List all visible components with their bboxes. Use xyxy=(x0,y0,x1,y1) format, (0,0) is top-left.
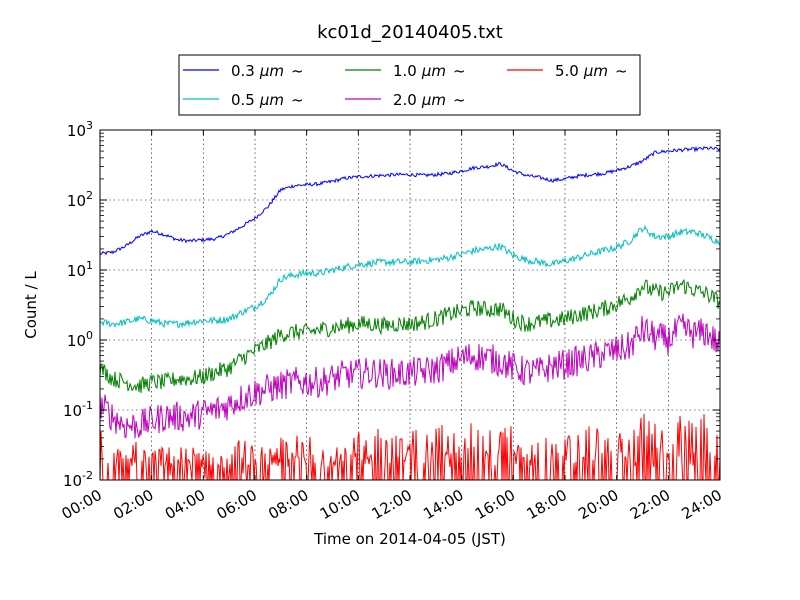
legend-entry: 2.0 μm ~ xyxy=(345,91,466,109)
legend-label: 2.0 μm ~ xyxy=(393,91,466,109)
y-tick-label: 102 xyxy=(67,189,93,210)
series-line-0-3um xyxy=(100,145,720,256)
y-tick-label: 10-1 xyxy=(63,399,93,420)
legend-label: 0.3 μm ~ xyxy=(231,62,304,80)
legend-label: 1.0 μm ~ xyxy=(393,62,466,80)
plot-background xyxy=(100,130,720,480)
plot-area xyxy=(99,129,721,481)
legend: 0.3 μm ~ 0.5 μm ~ 1.0 μm ~ 2.0 μm ~ 5.0 μm ~ xyxy=(178,54,641,116)
series-line-5-0um xyxy=(100,413,720,480)
chart-title: kc01d_20140405.txt xyxy=(317,22,503,43)
series-line-0-5um xyxy=(100,224,720,329)
legend-entry: 1.0 μm ~ xyxy=(345,62,466,80)
legend-box xyxy=(178,54,641,116)
y-tick-label: 10-2 xyxy=(63,469,93,490)
legend-entry: 5.0 μm ~ xyxy=(507,62,628,80)
legend-label: 5.0 μm ~ xyxy=(555,62,628,80)
y-tick-label: 100 xyxy=(67,329,93,350)
series-line-1-0um xyxy=(100,279,720,394)
axis-ticks xyxy=(99,129,721,481)
legend-entry: 0.3 μm ~ xyxy=(183,62,304,80)
x-axis-label: Time on 2014-04-05 (JST) xyxy=(313,530,506,548)
series-line-2-0um xyxy=(100,313,720,439)
legend-label: 0.5 μm ~ xyxy=(231,91,304,109)
y-tick-labels: 10-2 10-1 100 101 102 103 xyxy=(63,119,93,490)
series-lines xyxy=(100,145,720,480)
y-tick-label: 101 xyxy=(67,259,93,280)
legend-entry: 0.5 μm ~ xyxy=(183,91,304,109)
y-axis-label: Count / L xyxy=(22,271,40,339)
y-tick-label: 103 xyxy=(67,119,93,140)
